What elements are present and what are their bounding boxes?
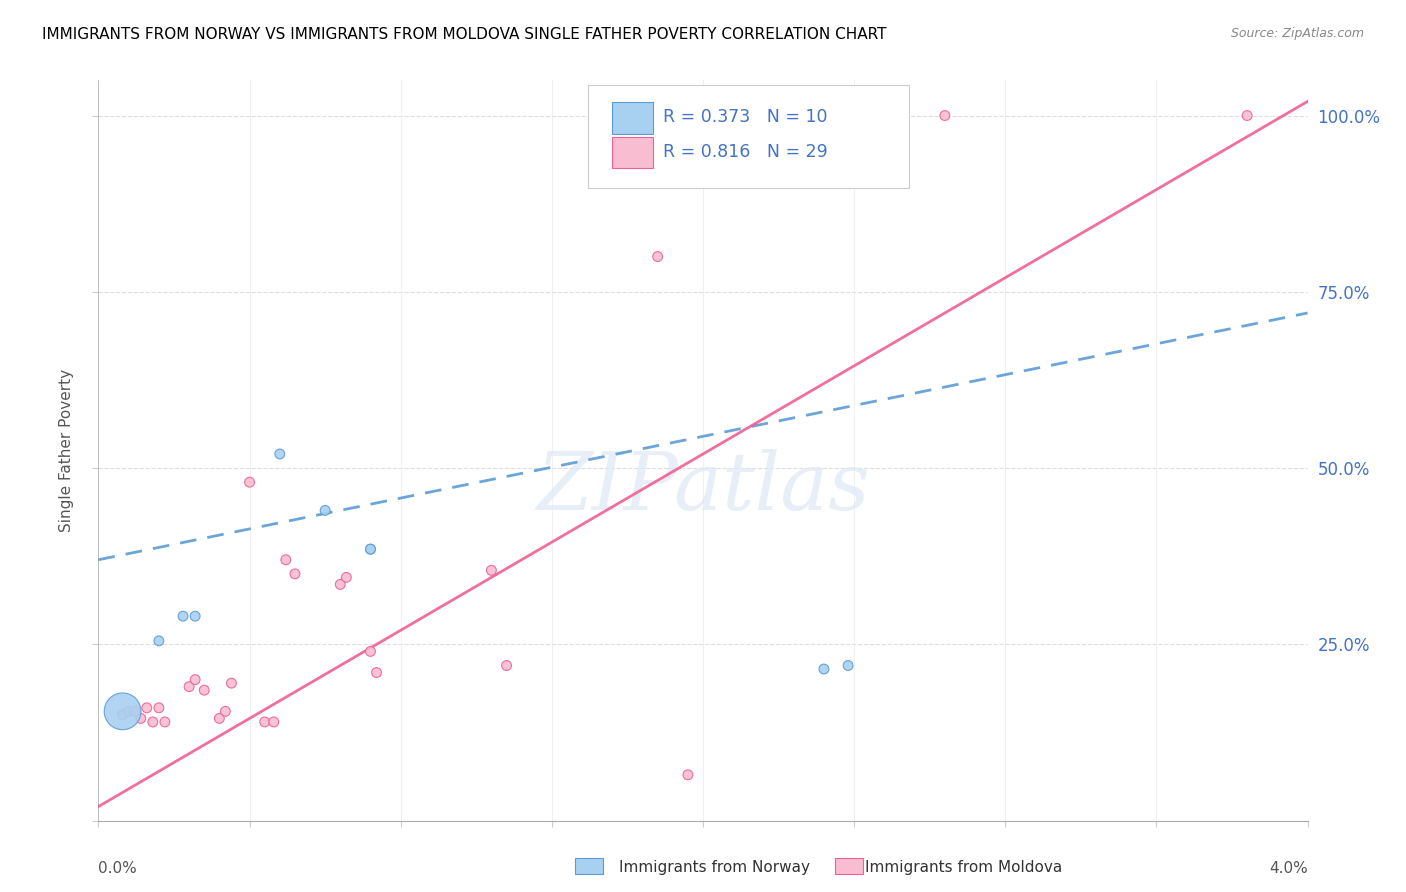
- Point: [124, 704, 146, 718]
- Point: [111, 707, 134, 722]
- FancyBboxPatch shape: [613, 137, 654, 169]
- Point: [360, 542, 382, 557]
- Y-axis label: Single Father Poverty: Single Father Poverty: [59, 369, 75, 532]
- Text: Source: ZipAtlas.com: Source: ZipAtlas.com: [1230, 27, 1364, 40]
- Point: [360, 542, 382, 557]
- Point: [647, 250, 669, 264]
- Point: [172, 609, 194, 624]
- Text: Immigrants from Norway: Immigrants from Norway: [619, 860, 810, 874]
- Point: [335, 570, 357, 584]
- Point: [148, 633, 170, 648]
- Point: [184, 609, 207, 624]
- Point: [360, 644, 382, 658]
- Point: [329, 577, 352, 591]
- Text: R = 0.373   N = 10: R = 0.373 N = 10: [664, 108, 828, 127]
- Bar: [835, 858, 863, 874]
- Point: [193, 683, 215, 698]
- Point: [1236, 109, 1258, 123]
- Text: R = 0.816   N = 29: R = 0.816 N = 29: [664, 143, 828, 161]
- Point: [208, 711, 231, 725]
- Point: [253, 714, 276, 729]
- Point: [495, 658, 517, 673]
- FancyBboxPatch shape: [588, 86, 908, 187]
- Text: 0.0%: 0.0%: [98, 862, 138, 876]
- Point: [179, 680, 201, 694]
- Point: [221, 676, 243, 690]
- Point: [118, 704, 141, 718]
- Point: [184, 673, 207, 687]
- Point: [239, 475, 262, 490]
- FancyBboxPatch shape: [613, 103, 654, 134]
- Point: [269, 447, 291, 461]
- Point: [676, 768, 699, 782]
- Point: [214, 704, 236, 718]
- Text: 4.0%: 4.0%: [1268, 862, 1308, 876]
- Point: [153, 714, 176, 729]
- Point: [148, 701, 170, 715]
- Point: [142, 714, 165, 729]
- Point: [263, 714, 285, 729]
- Bar: [575, 858, 603, 874]
- Point: [837, 658, 859, 673]
- Point: [135, 701, 157, 715]
- Point: [366, 665, 388, 680]
- Point: [314, 503, 336, 517]
- Point: [934, 109, 956, 123]
- Point: [129, 711, 152, 725]
- Point: [111, 704, 134, 718]
- Point: [481, 563, 503, 577]
- Text: Immigrants from Moldova: Immigrants from Moldova: [865, 860, 1062, 874]
- Text: ZIPatlas: ZIPatlas: [536, 449, 870, 526]
- Text: IMMIGRANTS FROM NORWAY VS IMMIGRANTS FROM MOLDOVA SINGLE FATHER POVERTY CORRELAT: IMMIGRANTS FROM NORWAY VS IMMIGRANTS FRO…: [42, 27, 887, 42]
- Point: [274, 553, 297, 567]
- Point: [813, 662, 835, 676]
- Point: [284, 566, 307, 581]
